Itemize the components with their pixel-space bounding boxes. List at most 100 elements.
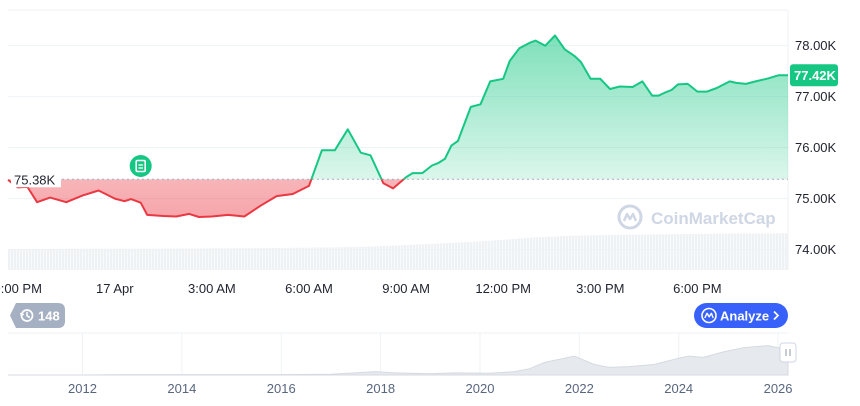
volume-bar <box>320 247 323 270</box>
volume-bar <box>287 247 290 270</box>
volume-bar <box>782 233 785 270</box>
volume-bar <box>332 247 335 270</box>
volume-bar <box>167 248 170 270</box>
volume-bar <box>659 234 662 270</box>
volume-bar <box>608 234 611 270</box>
volume-bar <box>482 241 485 270</box>
volume-bar <box>779 233 782 270</box>
range-year-axis: 2012 2014 2016 2018 2020 2022 2024 2026 <box>68 381 792 396</box>
volume-bar <box>71 248 74 270</box>
volume-bar <box>191 248 194 270</box>
volume-bar <box>731 233 734 270</box>
volume-bar <box>545 236 548 270</box>
volume-bar <box>83 248 86 270</box>
volume-bar <box>581 235 584 270</box>
volume-bar <box>266 248 269 270</box>
volume-bar <box>362 246 365 270</box>
volume-bar <box>557 236 560 270</box>
y-tick-label: 77.00K <box>795 89 837 104</box>
volume-bar <box>671 234 674 270</box>
volume-bar <box>209 248 212 270</box>
volume-bar <box>311 247 314 270</box>
volume-bar <box>62 248 65 270</box>
volume-bar <box>359 246 362 270</box>
volume-bar <box>20 249 23 270</box>
volume-bar <box>719 233 722 270</box>
volume-bar <box>89 248 92 270</box>
volume-bar <box>707 233 710 270</box>
volume-bar <box>455 242 458 270</box>
volume-bar <box>638 234 641 270</box>
volume-bar <box>206 248 209 270</box>
volume-bar <box>137 248 140 270</box>
range-drag-handle[interactable] <box>779 342 797 363</box>
volume-bar <box>668 234 671 270</box>
volume-bar <box>176 248 179 270</box>
volume-bar <box>710 233 713 270</box>
volume-bar <box>263 248 266 270</box>
x-axis: 9:00 PM 17 Apr 3:00 AM 6:00 AM 9:00 AM 12:00 … <box>0 281 722 296</box>
volume-bar <box>236 248 239 270</box>
volume-bar <box>578 235 581 270</box>
analyze-button[interactable]: Analyze <box>694 303 788 328</box>
volume-bar <box>686 234 689 270</box>
volume-bar <box>689 233 692 270</box>
volume-bar <box>536 237 539 270</box>
volume-bar <box>587 235 590 270</box>
volume-bar <box>410 244 413 270</box>
volume-bars <box>8 233 788 270</box>
volume-bar <box>764 233 767 270</box>
volume-bar <box>164 248 167 270</box>
volume-bar <box>197 248 200 270</box>
volume-bar <box>467 242 470 270</box>
volume-bar <box>458 242 461 270</box>
volume-bar <box>35 248 38 270</box>
volume-bar <box>173 248 176 270</box>
volume-bar <box>509 239 512 270</box>
volume-bar <box>41 248 44 270</box>
volume-bar <box>620 234 623 270</box>
volume-bar <box>365 246 368 270</box>
news-marker[interactable] <box>129 155 152 177</box>
volume-bar <box>104 248 107 270</box>
x-tick-label: 9:00 PM <box>0 281 42 296</box>
volume-bar <box>422 244 425 270</box>
volume-bar <box>122 248 125 270</box>
volume-bar <box>500 239 503 270</box>
volume-bar <box>128 248 131 270</box>
volume-bar <box>299 247 302 270</box>
range-navigator[interactable] <box>8 332 789 376</box>
volume-bar <box>329 247 332 270</box>
volume-bar <box>356 246 359 270</box>
volume-bar <box>140 248 143 270</box>
volume-bar <box>116 248 119 270</box>
range-year-label: 2026 <box>764 381 793 396</box>
volume-bar <box>350 246 353 270</box>
history-button[interactable]: 148 <box>10 303 65 328</box>
volume-bar <box>449 242 452 270</box>
volume-bar <box>650 234 653 270</box>
volume-bar <box>212 248 215 270</box>
volume-bar <box>119 248 122 270</box>
range-year-label: 2012 <box>68 381 97 396</box>
volume-bar <box>776 233 779 270</box>
volume-bar <box>68 248 71 270</box>
volume-bar <box>344 247 347 270</box>
volume-bar <box>395 245 398 270</box>
volume-bar <box>290 247 293 270</box>
volume-bar <box>215 248 218 270</box>
volume-bar <box>446 243 449 270</box>
volume-bar <box>761 233 764 270</box>
volume-bar <box>635 234 638 270</box>
volume-bar <box>224 248 227 270</box>
volume-bar <box>149 248 152 270</box>
volume-bar <box>23 249 26 270</box>
volume-bar <box>305 247 308 270</box>
volume-bar <box>491 240 494 270</box>
volume-bar <box>464 242 467 270</box>
volume-bar <box>242 248 245 270</box>
range-year-label: 2014 <box>167 381 196 396</box>
volume-bar <box>437 243 440 270</box>
